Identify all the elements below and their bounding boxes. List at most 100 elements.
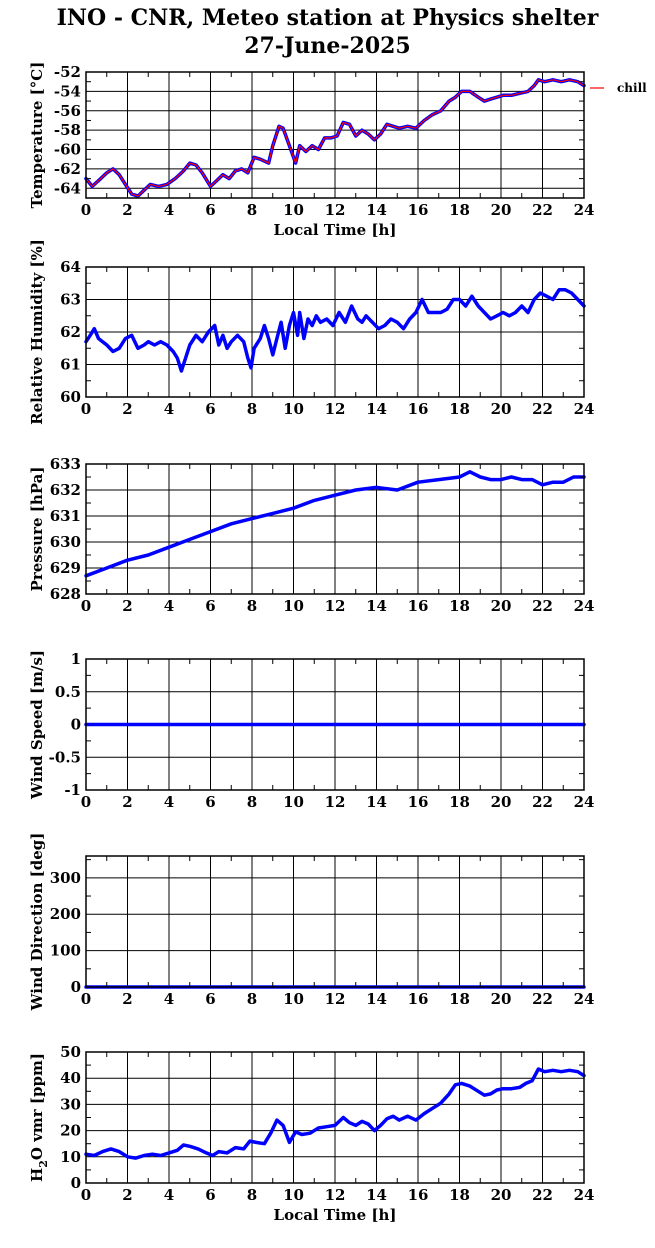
x-tick-label: 18 xyxy=(449,793,470,811)
y-tick-label: 632 xyxy=(50,481,81,499)
chart-title: INO - CNR, Meteo station at Physics shel… xyxy=(0,4,655,60)
legend: chill xyxy=(590,81,647,95)
x-tick-label: 4 xyxy=(164,990,174,1008)
y-tick-label: 630 xyxy=(50,533,81,551)
title-line-1: INO - CNR, Meteo station at Physics shel… xyxy=(56,5,599,31)
x-tick-label: 8 xyxy=(247,990,257,1008)
y-tick-label: 629 xyxy=(50,559,81,577)
y-axis-label: Temperature [°C] xyxy=(28,62,46,209)
y-axis-label: Pressure [hPa] xyxy=(28,467,46,592)
y-tick-label: 631 xyxy=(50,507,81,525)
y-tick-label: -58 xyxy=(54,121,81,139)
series-line-h2o xyxy=(84,1067,586,1160)
y-tick-label: 30 xyxy=(60,1095,81,1113)
x-tick-label: 14 xyxy=(366,597,387,615)
x-tick-label: 10 xyxy=(283,990,304,1008)
y-axis-label: Relative Humidity [%] xyxy=(28,239,46,425)
x-tick-label: 8 xyxy=(247,597,257,615)
x-tick-label: 20 xyxy=(491,597,512,615)
x-tick-label: 16 xyxy=(408,597,429,615)
chart-panel-1: 0 2 4 6 8 10 12 14 16 18 20 22 24-52-54-56-58-60-62-… xyxy=(28,62,647,239)
x-tick-label: 12 xyxy=(325,400,346,418)
x-tick-label: 22 xyxy=(532,400,553,418)
x-tick-label: 18 xyxy=(449,400,470,418)
y-tick-label: -54 xyxy=(54,82,81,100)
y-tick-label: 50 xyxy=(60,1043,81,1061)
x-tick-label: 8 xyxy=(247,1186,257,1204)
x-tick-label: 14 xyxy=(366,990,387,1008)
x-tick-label: 24 xyxy=(574,793,595,811)
y-axis-label: Wind Direction [deg] xyxy=(28,833,46,1012)
x-tick-label: 22 xyxy=(532,793,553,811)
x-tick-label: 0 xyxy=(81,990,91,1008)
x-tick-label: 12 xyxy=(325,793,346,811)
plot-frame xyxy=(85,855,585,988)
x-tick-label: 16 xyxy=(408,793,429,811)
y-tick-label: 0 xyxy=(71,978,81,996)
y-tick-label: 40 xyxy=(60,1069,81,1087)
x-tick-label: 4 xyxy=(164,201,174,219)
x-tick-label: 0 xyxy=(81,201,91,219)
y-tick-label: 1 xyxy=(71,650,81,668)
legend-label-chill: chill xyxy=(617,81,647,95)
y-tick-label: 633 xyxy=(50,455,81,473)
x-tick-label: 16 xyxy=(408,1186,429,1204)
x-tick-label: 20 xyxy=(491,400,512,418)
x-tick-label: 10 xyxy=(283,597,304,615)
x-tick-label: 6 xyxy=(205,990,215,1008)
x-tick-label: 6 xyxy=(205,1186,215,1204)
x-tick-label: 2 xyxy=(122,793,132,811)
x-tick-label: 24 xyxy=(574,400,595,418)
y-tick-label: 0.5 xyxy=(55,683,81,701)
x-tick-label: 20 xyxy=(491,201,512,219)
x-tick-label: 20 xyxy=(491,990,512,1008)
y-tick-label: 20 xyxy=(60,1122,81,1140)
title-line-2: 27-June-2025 xyxy=(244,33,411,59)
x-tick-label: 14 xyxy=(366,400,387,418)
x-tick-label: 16 xyxy=(408,990,429,1008)
plot-frame xyxy=(85,71,585,199)
x-tick-label: 6 xyxy=(205,597,215,615)
y-tick-label: 300 xyxy=(50,869,81,887)
x-tick-label: 12 xyxy=(325,201,346,219)
x-tick-label: 10 xyxy=(283,1186,304,1204)
x-tick-label: 16 xyxy=(408,400,429,418)
x-tick-label: 6 xyxy=(205,201,215,219)
x-tick-label: 2 xyxy=(122,201,132,219)
y-axis-label: Wind Speed [m/s] xyxy=(28,650,46,800)
series-line-chill xyxy=(85,79,585,197)
x-tick-label: 22 xyxy=(532,990,553,1008)
x-tick-label: 8 xyxy=(247,201,257,219)
y-tick-label: -64 xyxy=(54,179,81,197)
y-tick-label: 64 xyxy=(60,258,81,276)
x-tick-label: 12 xyxy=(325,1186,346,1204)
x-tick-label: 24 xyxy=(574,597,595,615)
x-tick-label: 24 xyxy=(574,201,595,219)
x-tick-label: 16 xyxy=(408,201,429,219)
x-tick-label: 10 xyxy=(283,793,304,811)
y-tick-label: 100 xyxy=(50,942,81,960)
x-tick-label: 4 xyxy=(164,400,174,418)
x-tick-label: 8 xyxy=(247,400,257,418)
x-tick-label: 2 xyxy=(122,597,132,615)
x-tick-label: 14 xyxy=(366,793,387,811)
y-tick-label: -60 xyxy=(54,141,81,159)
x-tick-label: 22 xyxy=(532,201,553,219)
x-tick-label: 22 xyxy=(532,1186,553,1204)
y-tick-label: 62 xyxy=(60,323,81,341)
y-tick-label: -0.5 xyxy=(49,748,81,766)
x-tick-label: 6 xyxy=(205,793,215,811)
y-tick-label: 61 xyxy=(60,356,81,374)
x-tick-label: 0 xyxy=(81,793,91,811)
y-tick-label: -62 xyxy=(54,160,81,178)
y-tick-label: 200 xyxy=(50,905,81,923)
y-tick-label: -56 xyxy=(54,102,81,120)
x-tick-label: 12 xyxy=(325,990,346,1008)
x-tick-label: 8 xyxy=(247,793,257,811)
x-tick-label: 10 xyxy=(283,400,304,418)
x-tick-label: 4 xyxy=(164,597,174,615)
x-tick-label: 18 xyxy=(449,597,470,615)
x-tick-label: 0 xyxy=(81,1186,91,1204)
x-axis-label: Local Time [h] xyxy=(274,221,397,239)
